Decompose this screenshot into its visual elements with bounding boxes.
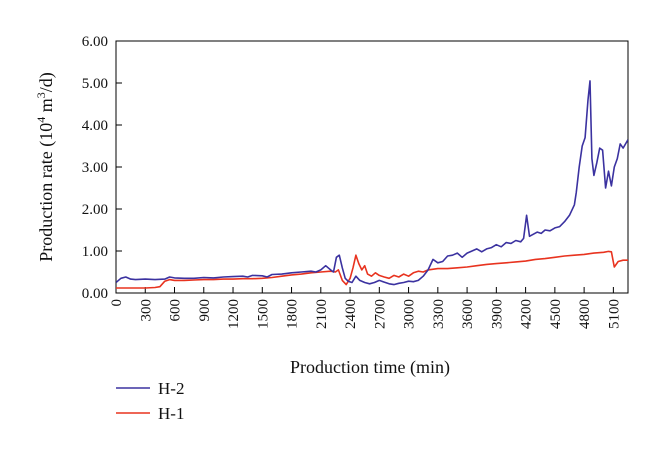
x-axis-title: Production time (min) [290,357,450,378]
y-axis-title-mid: m [36,98,56,117]
y-axis-title-main: Production rate (10 [36,123,57,262]
x-tick-label: 600 [168,299,184,322]
x-tick-label: 3300 [431,299,447,329]
x-tick-label: 4500 [548,299,564,329]
y-tick-label: 2.00 [82,202,108,218]
x-tick-label: 0 [109,299,125,307]
x-tick-label: 3900 [489,299,505,329]
x-tick-label: 2700 [372,299,388,329]
y-axis-title-sup: 4 [34,117,48,123]
x-tick-label: 4200 [519,299,535,329]
x-tick-label: 2400 [343,299,359,329]
plot-frame [115,40,629,294]
x-tick-label: 3000 [402,299,418,329]
y-tick-label: 1.00 [82,244,108,260]
y-tick-label: 4.00 [82,118,108,134]
x-tick-label: 1200 [226,299,242,329]
x-tick-label: 3600 [460,299,476,329]
x-tick-label: 1500 [255,299,271,329]
x-tick-label: 4800 [577,299,593,329]
x-tick-label: 1800 [285,299,301,329]
y-tick-label: 0.00 [82,286,108,302]
legend-label-h-2: H-2 [158,379,184,398]
svg-text:Production rate (104 m3/d): Production rate (104 m3/d) [34,72,57,261]
series-line-h-1 [116,250,628,289]
y-tick-label: 3.00 [82,160,108,176]
series-line-h-2 [116,80,628,286]
legend-label-h-1: H-1 [158,404,184,423]
y-axis-title-end: /d) [36,72,57,92]
x-tick-label: 900 [197,299,213,322]
x-tick-label: 300 [138,299,154,322]
x-tick-label: 5100 [606,299,622,329]
y-axis-title-sup2: 3 [34,92,48,98]
y-tick-label: 5.00 [82,76,108,92]
x-tick-label: 2100 [314,299,330,329]
y-axis-title: Production rate (104 m3/d) [34,72,57,261]
y-tick-label: 6.00 [82,34,108,50]
